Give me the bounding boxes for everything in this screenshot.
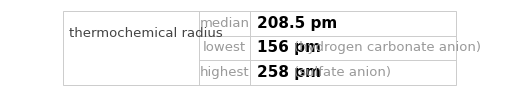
Text: 258 pm: 258 pm — [257, 65, 321, 80]
Text: lowest: lowest — [203, 42, 246, 54]
Text: 156 pm: 156 pm — [257, 40, 321, 55]
Text: (sulfate anion): (sulfate anion) — [294, 66, 390, 79]
Text: thermochemical radius: thermochemical radius — [69, 27, 223, 40]
Text: 208.5 pm: 208.5 pm — [257, 16, 337, 31]
Text: (hydrogen carbonate anion): (hydrogen carbonate anion) — [294, 42, 481, 54]
Text: median: median — [199, 17, 249, 30]
Text: highest: highest — [200, 66, 249, 79]
